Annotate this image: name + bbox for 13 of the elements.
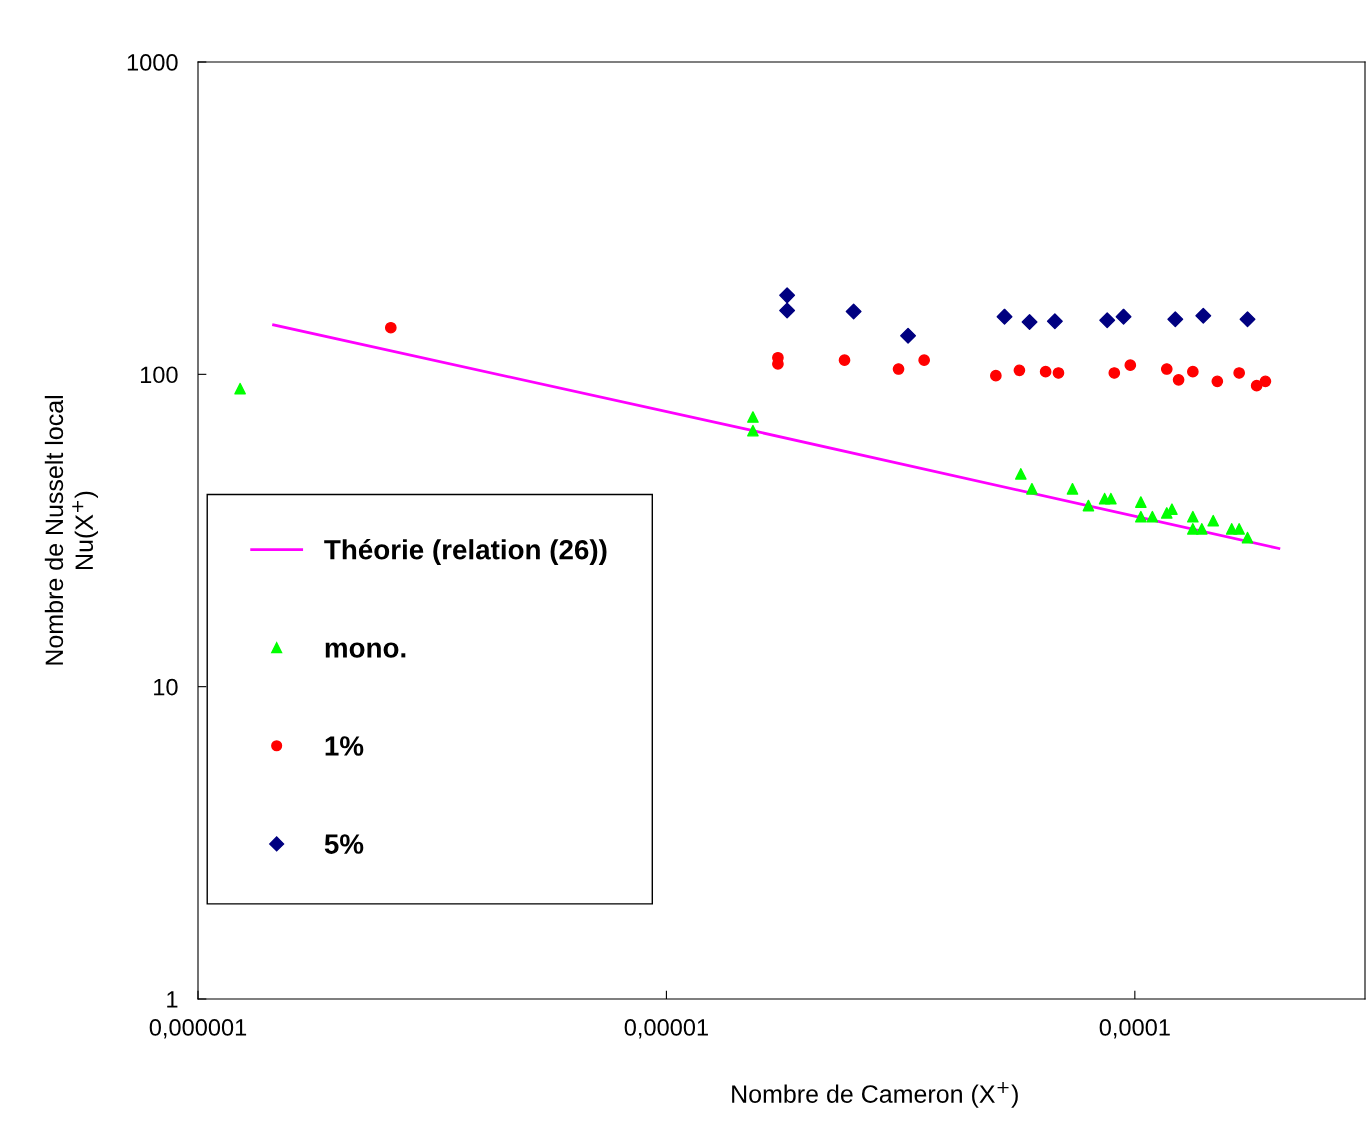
y-axis-title: Nombre de Nusselt local Nu(X$^{+}$) [44, 395, 98, 665]
x-tick-label: 0,000001 [149, 1019, 247, 1039]
legend-label: 1% [325, 736, 364, 756]
y-tick-label: 100 [140, 366, 178, 384]
y-tick-label: 1 [167, 991, 178, 1008]
y-tick-label: 1000 [127, 54, 178, 71]
x-axis-title: Nombre de Cameron (X$^{+}$) [732, 1082, 1018, 1108]
legend-label: mono. [325, 642, 406, 658]
y-tick-label: 10 [154, 678, 178, 696]
x-tick-label: 0,00001 [624, 1019, 708, 1039]
legend-label: Théorie (relation (26)) [324, 538, 607, 566]
x-tick-label: 0,0001 [1099, 1019, 1170, 1039]
legend-label: 5% [324, 834, 364, 854]
